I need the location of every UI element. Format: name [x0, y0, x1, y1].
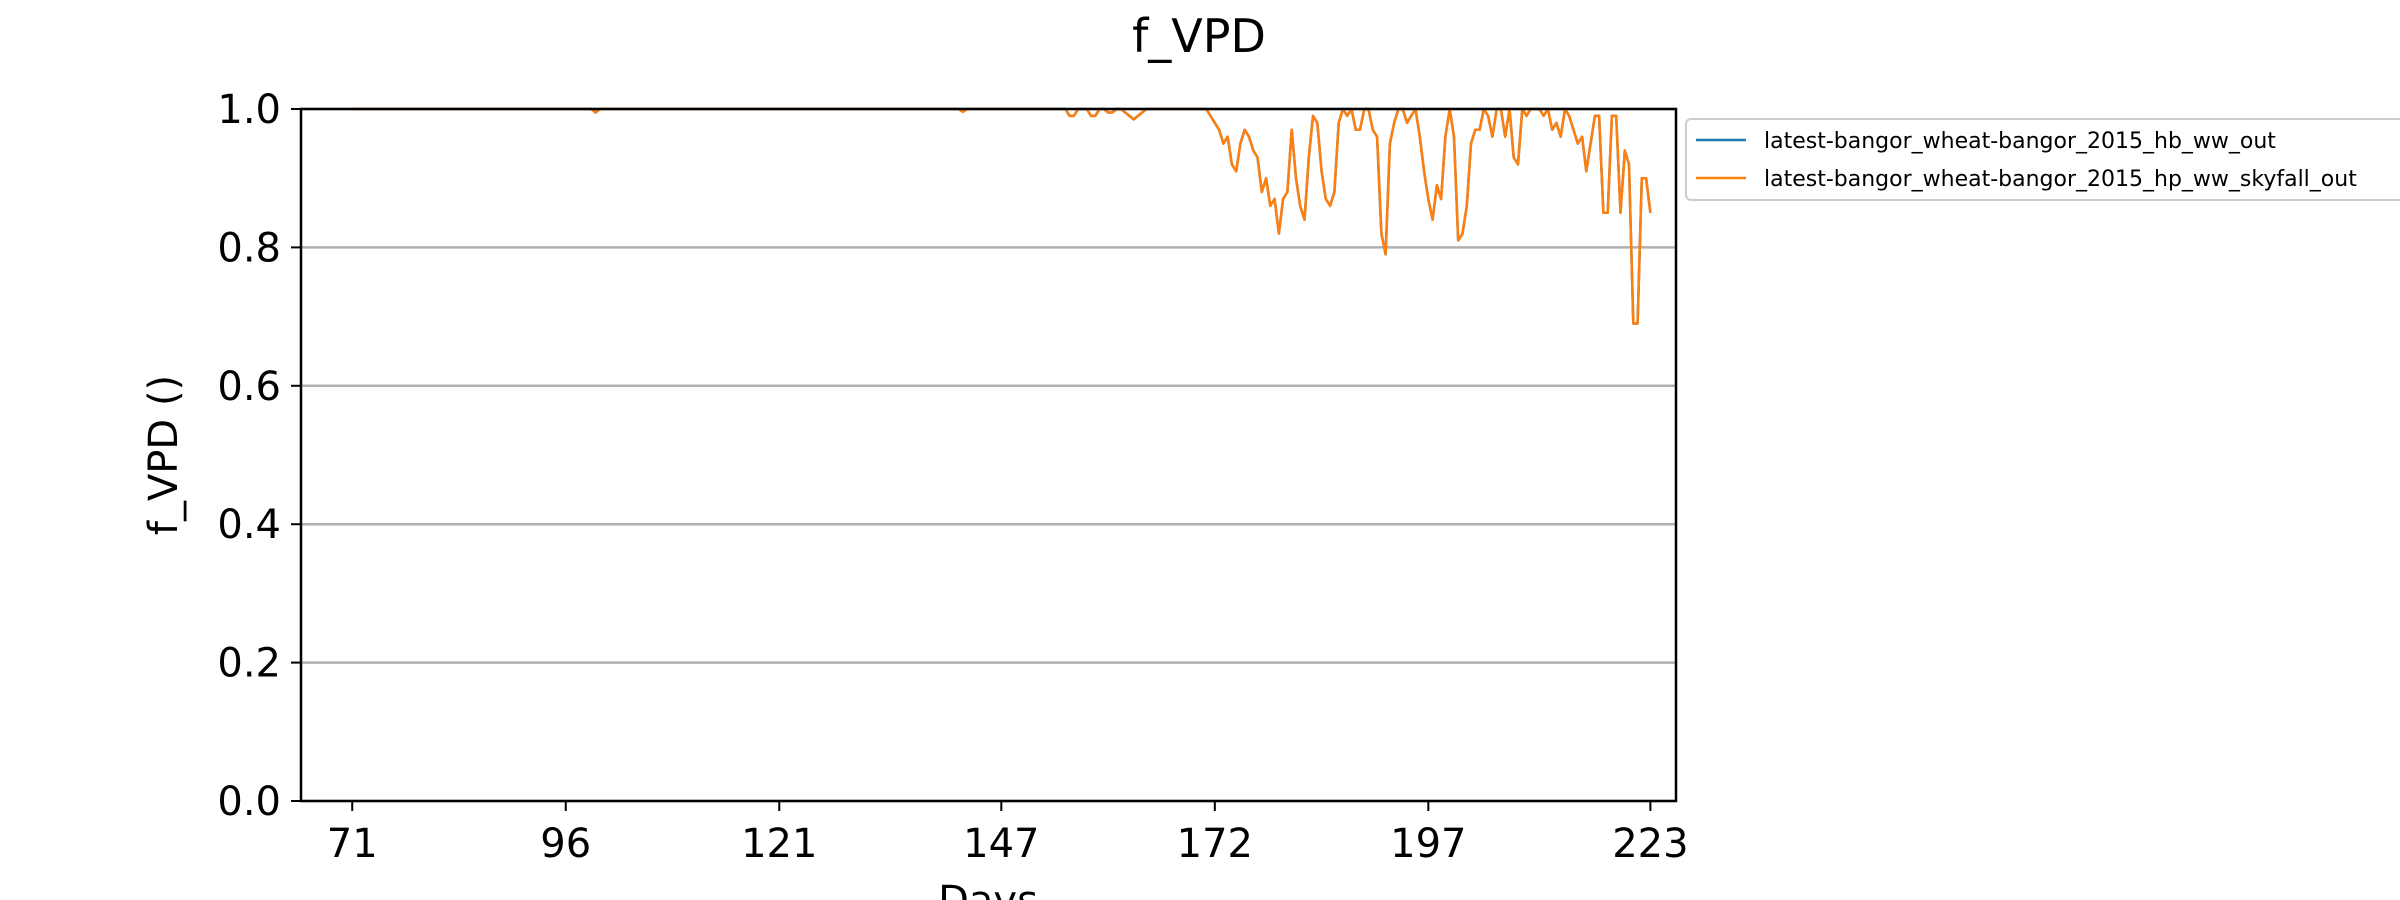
x-tick-label: 147 — [963, 821, 1039, 867]
legend: latest-bangor_wheat-bangor_2015_hb_ww_ou… — [1685, 118, 2400, 201]
y-axis-label: f_VPD () — [141, 375, 187, 535]
x-tick-label: 71 — [327, 821, 378, 867]
x-axis-ticks: 71 96 121 147 172 197 223 — [327, 801, 1689, 867]
series-lines — [352, 107, 1652, 325]
x-axis-label: Days — [938, 878, 1038, 900]
x-tick-label: 96 — [540, 821, 591, 867]
chart-title: f_VPD — [1132, 9, 1266, 63]
x-tick-label: 172 — [1177, 821, 1253, 867]
plot-area-frame — [299, 107, 1678, 803]
y-tick-label: 0.2 — [217, 641, 281, 687]
y-tick-label: 1.0 — [217, 87, 281, 133]
y-tick-label: 0.8 — [217, 225, 281, 271]
legend-label-2: latest-bangor_wheat-bangor_2015_hp_ww_sk… — [1764, 167, 2357, 192]
y-tick-label: 0.6 — [217, 364, 281, 410]
series-line-2 — [352, 107, 1652, 325]
legend-box — [1685, 118, 2400, 201]
x-tick-label: 223 — [1612, 821, 1688, 867]
y-axis-ticks: 0.0 0.2 0.4 0.6 0.8 1.0 — [217, 87, 301, 825]
legend-label-1: latest-bangor_wheat-bangor_2015_hb_ww_ou… — [1764, 129, 2276, 154]
x-tick-label: 197 — [1390, 821, 1466, 867]
legend-entries: latest-bangor_wheat-bangor_2015_hb_ww_ou… — [1696, 129, 2357, 192]
x-tick-label: 121 — [741, 821, 817, 867]
y-tick-label: 0.0 — [217, 779, 281, 825]
y-tick-label: 0.4 — [217, 502, 281, 548]
